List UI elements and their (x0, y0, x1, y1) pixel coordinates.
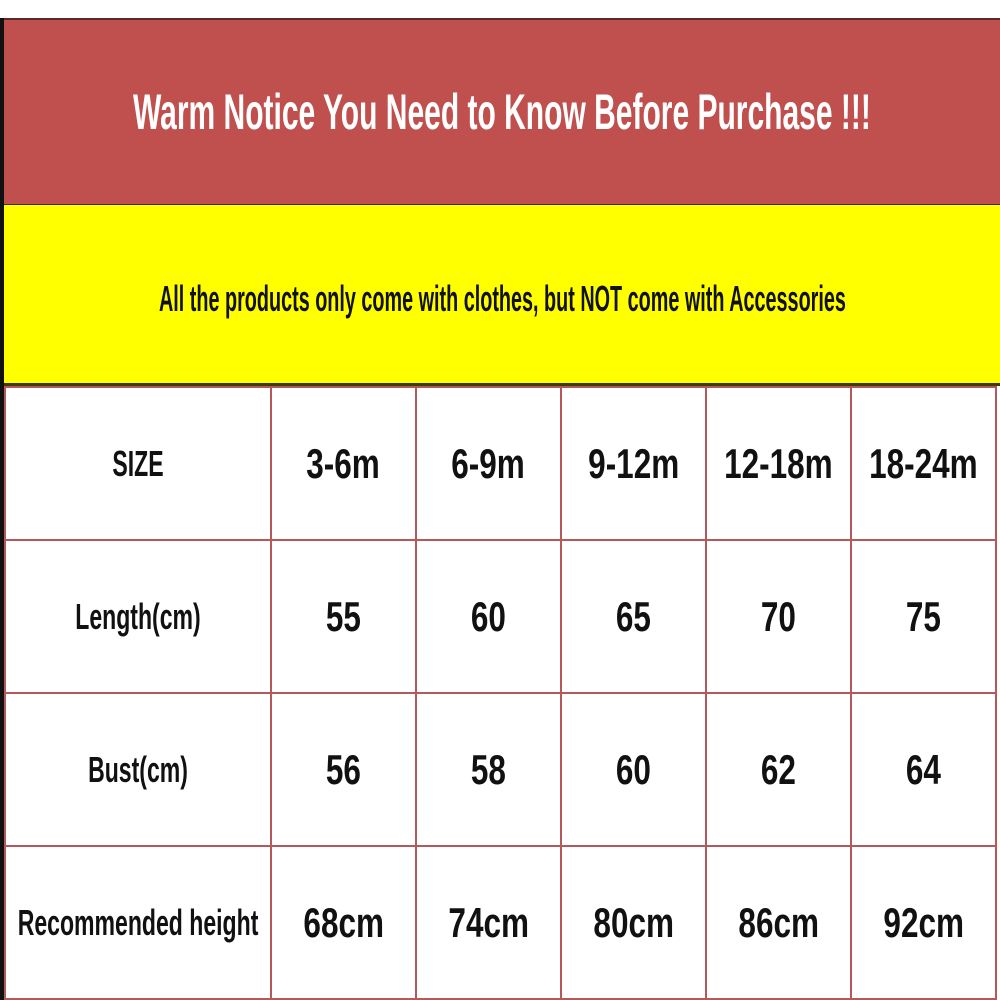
header-label: 3-6m (306, 439, 381, 487)
header-label: SIZE (112, 442, 164, 484)
cell-text: 75 (905, 592, 942, 640)
banner-title: Warm Notice You Need to Know Before Purc… (133, 84, 871, 140)
table-cell: 80cm (560, 845, 707, 1000)
cell-text: 60 (615, 745, 652, 793)
row-label: Length(cm) (4, 539, 272, 694)
cell-text: 62 (760, 745, 797, 793)
cell-text: 56 (325, 745, 362, 793)
cell-text: 58 (470, 745, 507, 793)
table-cell: 62 (705, 692, 852, 847)
header-label: 9-12m (587, 439, 680, 487)
table-cell: 68cm (270, 845, 417, 1000)
cell-text: 68cm (303, 898, 384, 946)
cell-text: 80cm (593, 898, 674, 946)
header-cell: SIZE (4, 386, 272, 541)
accessories-notice: All the products only come with clothes,… (4, 205, 1000, 386)
header-cell: 6-9m (415, 386, 562, 541)
table-cell: 60 (560, 692, 707, 847)
cell-text: 60 (470, 592, 507, 640)
cell-text: 92cm (883, 898, 964, 946)
size-chart-table: SIZE 3-6m 6-9m 9-12m 12-18m 18-24m Lengt… (4, 386, 997, 1000)
table-header-row: SIZE 3-6m 6-9m 9-12m 12-18m 18-24m (4, 386, 997, 541)
table-cell: 65 (560, 539, 707, 694)
table-cell: 86cm (705, 845, 852, 1000)
cell-text: Recommended height (17, 901, 259, 943)
header-cell: 12-18m (705, 386, 852, 541)
table-cell: 92cm (850, 845, 997, 1000)
header-cell: 3-6m (270, 386, 417, 541)
row-label: Recommended height (4, 845, 272, 1000)
table-cell: 60 (415, 539, 562, 694)
cell-text: Bust(cm) (88, 748, 188, 790)
table-cell: 55 (270, 539, 417, 694)
table-cell: 74cm (415, 845, 562, 1000)
cell-text: 70 (760, 592, 797, 640)
cell-text: 86cm (738, 898, 819, 946)
notice-text: All the products only come with clothes,… (158, 278, 846, 319)
table-cell: 58 (415, 692, 562, 847)
cell-text: 74cm (448, 898, 529, 946)
table-cell: 64 (850, 692, 997, 847)
header-label: 18-24m (869, 439, 978, 487)
table-cell: 70 (705, 539, 852, 694)
table-row: Bust(cm) 56 58 60 62 64 (4, 692, 997, 847)
table-row: Recommended height 68cm 74cm 80cm 86cm 9… (4, 845, 997, 1000)
cell-text: 64 (905, 745, 942, 793)
table-cell: 75 (850, 539, 997, 694)
table-row: Length(cm) 55 60 65 70 75 (4, 539, 997, 694)
header-cell: 9-12m (560, 386, 707, 541)
header-cell: 18-24m (850, 386, 997, 541)
cell-text: 65 (615, 592, 652, 640)
cell-text: 55 (325, 592, 362, 640)
left-border (0, 18, 4, 1000)
header-label: 6-9m (451, 439, 526, 487)
cell-text: Length(cm) (75, 595, 201, 637)
row-label: Bust(cm) (4, 692, 272, 847)
warning-banner: Warm Notice You Need to Know Before Purc… (4, 18, 1000, 207)
table-cell: 56 (270, 692, 417, 847)
header-label: 12-18m (724, 439, 833, 487)
